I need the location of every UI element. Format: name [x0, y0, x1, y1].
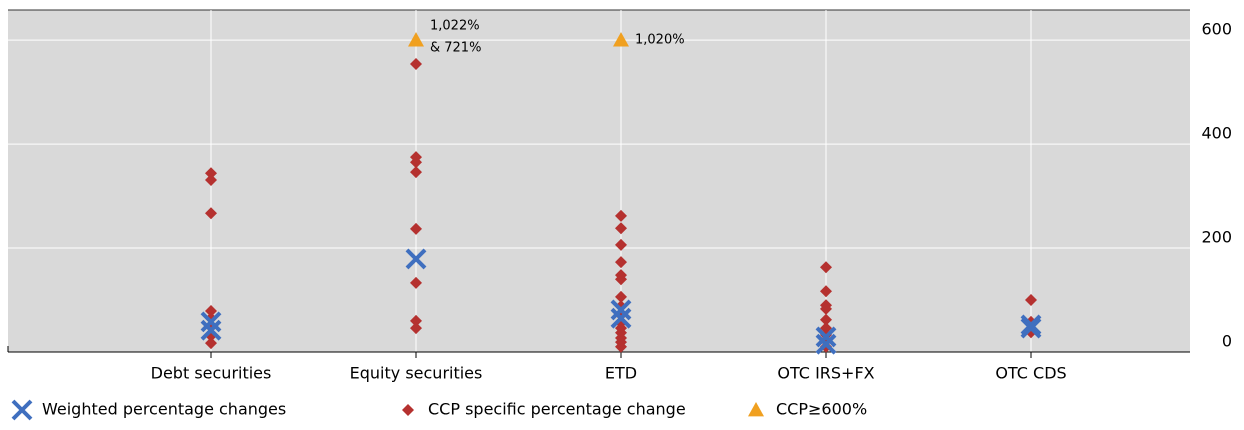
- legend-marker: [748, 402, 764, 417]
- point: [615, 273, 627, 286]
- point: [410, 58, 422, 71]
- point: [820, 313, 832, 326]
- point: [205, 337, 217, 350]
- point: [820, 322, 832, 335]
- plot-area: [8, 10, 1190, 352]
- x-tick-label: Debt securities: [151, 364, 272, 383]
- point: [610, 299, 632, 321]
- point: [815, 333, 837, 355]
- point: [408, 32, 424, 47]
- y-tick-label: 0: [1222, 332, 1232, 351]
- annotation: 1,020%: [635, 33, 685, 48]
- legend-label: CCP≥600%: [776, 400, 867, 419]
- annotation: & 721%: [430, 41, 481, 56]
- point: [200, 311, 222, 333]
- point: [815, 326, 837, 348]
- point: [410, 222, 422, 235]
- point: [410, 156, 422, 169]
- point: [615, 290, 627, 303]
- legend-label: CCP specific percentage change: [428, 400, 686, 419]
- point: [615, 222, 627, 235]
- point: [615, 340, 627, 353]
- point: [1020, 314, 1042, 336]
- point: [820, 261, 832, 274]
- annotation: 1,022%: [430, 19, 480, 34]
- point: [1025, 294, 1037, 307]
- point: [405, 248, 427, 270]
- point: [820, 285, 832, 298]
- legend-marker: [402, 404, 414, 416]
- point: [410, 276, 422, 289]
- y-tick-label: 600: [1201, 20, 1232, 39]
- legend-marker: [11, 399, 33, 421]
- point: [410, 322, 422, 335]
- point: [613, 32, 629, 47]
- point: [410, 314, 422, 327]
- y-tick-label: 200: [1201, 228, 1232, 247]
- point: [205, 173, 217, 186]
- point: [205, 167, 217, 180]
- x-tick-label: OTC CDS: [995, 364, 1066, 383]
- point: [410, 166, 422, 179]
- x-tick-label: Equity securities: [350, 364, 483, 383]
- point: [615, 238, 627, 251]
- x-tick-label: OTC IRS+FX: [777, 364, 874, 383]
- point: [205, 304, 217, 317]
- point: [205, 207, 217, 220]
- point: [200, 319, 222, 341]
- x-tick-label: ETD: [605, 364, 637, 383]
- point: [615, 256, 627, 269]
- legend-label: Weighted percentage changes: [42, 400, 286, 419]
- point: [1020, 317, 1042, 339]
- point: [610, 307, 632, 329]
- y-tick-label: 400: [1201, 124, 1232, 143]
- point: [820, 302, 832, 315]
- point: [615, 209, 627, 222]
